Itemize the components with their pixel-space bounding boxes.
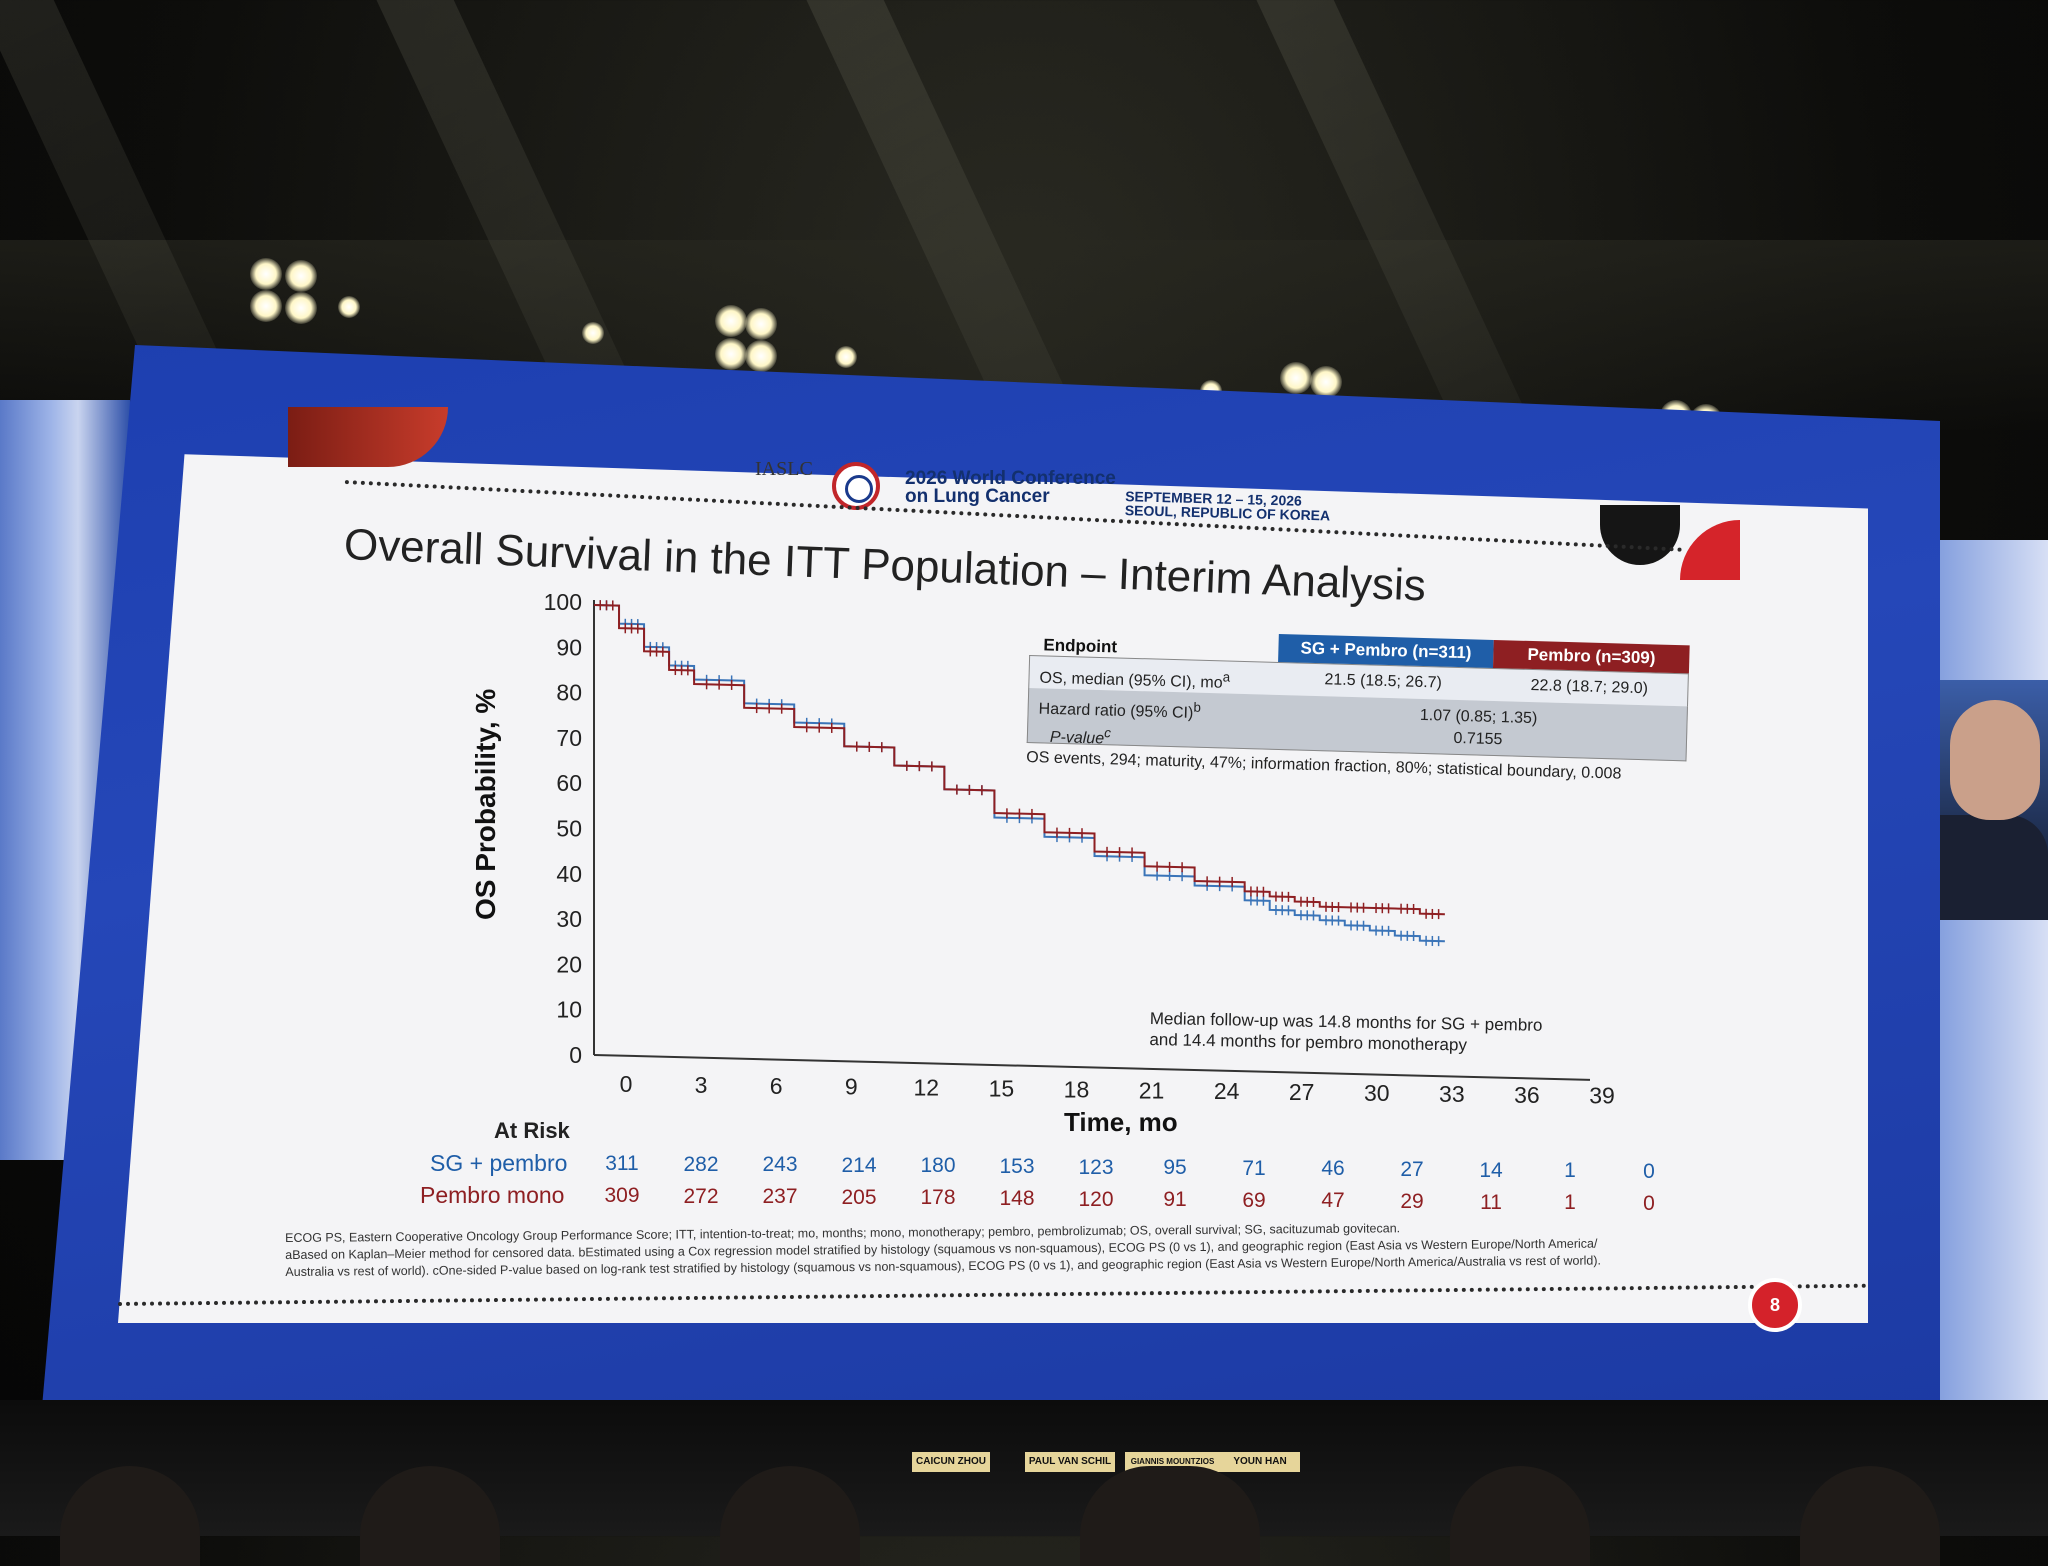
y-tick-label: 20 bbox=[556, 951, 582, 977]
x-tick-label: 6 bbox=[770, 1073, 783, 1099]
speaker-head bbox=[1950, 700, 2040, 820]
stage-light bbox=[285, 292, 317, 324]
at-risk-value: 153 bbox=[999, 1155, 1035, 1178]
at-risk-value: 205 bbox=[841, 1185, 877, 1209]
at-risk-value: 95 bbox=[1163, 1156, 1187, 1180]
at-risk-value: 180 bbox=[920, 1154, 956, 1178]
at-risk-value: 0 bbox=[1643, 1159, 1655, 1183]
results-table: Endpoint SG + Pembro (n=311) Pembro (n=3… bbox=[1026, 625, 1690, 785]
x-tick-label: 0 bbox=[620, 1071, 633, 1097]
stage bbox=[0, 1400, 2048, 1536]
at-risk-value: 27 bbox=[1400, 1158, 1424, 1181]
y-tick-label: 0 bbox=[569, 1042, 582, 1068]
y-tick-label: 60 bbox=[556, 770, 582, 796]
x-tick-label: 27 bbox=[1289, 1079, 1315, 1105]
x-tick-label: 15 bbox=[989, 1076, 1015, 1102]
iaslc-logo: IASLC bbox=[755, 458, 813, 480]
hazard-ratio-label: Hazard ratio (95% CI) bbox=[1038, 700, 1194, 722]
row-values: 1.07 (0.85; 1.35) 0.7155 bbox=[1328, 702, 1629, 754]
at-risk-value: 123 bbox=[1078, 1155, 1114, 1179]
at-risk-label-pembro: Pembro mono bbox=[420, 1182, 565, 1208]
x-tick-label: 39 bbox=[1589, 1083, 1615, 1109]
y-tick-label: 100 bbox=[544, 589, 582, 615]
conference-seal-icon bbox=[832, 462, 880, 510]
conference-title-line1: 2026 World Conference bbox=[905, 468, 1116, 489]
footnote-marker: c bbox=[1104, 725, 1112, 741]
stage-light bbox=[250, 290, 282, 322]
at-risk-value: 46 bbox=[1321, 1157, 1345, 1181]
at-risk-value: 1 bbox=[1564, 1191, 1576, 1215]
at-risk-value: 120 bbox=[1078, 1187, 1114, 1211]
stage-light bbox=[582, 322, 604, 344]
x-tick-label: 18 bbox=[1064, 1076, 1090, 1102]
x-tick-label: 24 bbox=[1214, 1078, 1240, 1104]
at-risk-value: 214 bbox=[841, 1153, 877, 1177]
at-risk-value: 311 bbox=[605, 1152, 639, 1175]
at-risk-value: 178 bbox=[920, 1186, 956, 1210]
km-curve-pembro bbox=[593, 604, 1445, 916]
at-risk-value: 243 bbox=[762, 1153, 798, 1177]
at-risk-value: 0 bbox=[1643, 1191, 1655, 1215]
col-pembro: Pembro (n=309) bbox=[1493, 639, 1690, 674]
at-risk-value: 47 bbox=[1321, 1189, 1345, 1213]
row-label: Hazard ratio (95% CI)b P-valuec bbox=[1038, 692, 1202, 753]
slide bbox=[118, 454, 1868, 1323]
followup-note: Median follow-up was 14.8 months for SG … bbox=[1149, 1008, 1542, 1057]
at-risk-value: 309 bbox=[604, 1184, 640, 1207]
p-value-label: P-value bbox=[1049, 729, 1105, 748]
at-risk-value: 29 bbox=[1400, 1190, 1424, 1213]
conference-title-line2: on Lung Cancer bbox=[905, 486, 1050, 507]
panel-nameplate: YOUN HAN bbox=[1220, 1452, 1300, 1472]
stage-light bbox=[835, 346, 857, 368]
stage-light bbox=[715, 338, 747, 370]
x-tick-label: 30 bbox=[1364, 1080, 1390, 1106]
at-risk-value: 11 bbox=[1480, 1190, 1502, 1214]
at-risk-value: 69 bbox=[1242, 1188, 1266, 1212]
footnote-marker: b bbox=[1193, 699, 1202, 715]
at-risk-value: 272 bbox=[683, 1184, 719, 1208]
y-tick-label: 40 bbox=[556, 861, 582, 887]
conference-title: 2026 World Conference on Lung Cancer bbox=[905, 468, 1125, 507]
x-tick-label: 12 bbox=[914, 1075, 940, 1101]
stage-light bbox=[285, 260, 317, 292]
at-risk-value: 1 bbox=[1564, 1159, 1576, 1183]
at-risk-title: At Risk bbox=[494, 1118, 570, 1143]
stage-light bbox=[745, 308, 777, 340]
at-risk-label-sg: SG + pembro bbox=[430, 1150, 568, 1176]
audience-head bbox=[1080, 1466, 1260, 1566]
at-risk-value: 282 bbox=[683, 1152, 719, 1176]
y-tick-label: 30 bbox=[556, 906, 582, 932]
at-risk-value: 71 bbox=[1242, 1156, 1266, 1180]
y-tick-label: 10 bbox=[556, 997, 582, 1023]
y-tick-label: 90 bbox=[556, 634, 582, 660]
y-tick-label: 70 bbox=[556, 725, 582, 751]
y-tick-label: 50 bbox=[556, 816, 582, 842]
at-risk-value: 14 bbox=[1479, 1158, 1503, 1182]
x-tick-label: 36 bbox=[1514, 1082, 1540, 1108]
stage-light bbox=[1280, 362, 1312, 394]
y-tick-label: 80 bbox=[556, 680, 582, 706]
x-axis-label: Time, mo bbox=[1064, 1107, 1178, 1137]
x-tick-label: 33 bbox=[1439, 1081, 1465, 1107]
at-risk-value: 91 bbox=[1163, 1188, 1187, 1212]
stage-light bbox=[338, 296, 360, 318]
stage-light bbox=[715, 305, 747, 337]
at-risk-value: 148 bbox=[999, 1187, 1035, 1210]
stage-light bbox=[1310, 366, 1342, 398]
stage-light bbox=[745, 340, 777, 372]
panel-nameplate: PAUL VAN SCHIL bbox=[1025, 1452, 1115, 1472]
at-risk-value: 237 bbox=[762, 1185, 798, 1209]
x-tick-label: 9 bbox=[845, 1074, 858, 1100]
x-tick-label: 21 bbox=[1139, 1077, 1165, 1103]
footnote-marker: a bbox=[1222, 669, 1231, 685]
panel-nameplate: CAICUN ZHOU bbox=[912, 1452, 990, 1472]
x-axis-line bbox=[593, 1054, 1591, 1081]
page-number-badge: 8 bbox=[1748, 1278, 1802, 1332]
x-tick-label: 3 bbox=[695, 1072, 708, 1098]
stage-light bbox=[250, 258, 282, 290]
